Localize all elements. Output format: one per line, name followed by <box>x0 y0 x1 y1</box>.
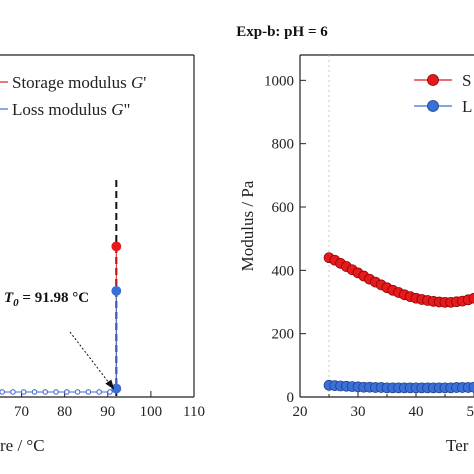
left-data-point-loss <box>107 389 113 395</box>
right-chart-panel: Exp-b: pH = 6 0 200 400 600 800 1000 20 30 40 50… <box>236 24 474 455</box>
left-legend: Storage modulus G' Loss modulus G" <box>0 73 146 119</box>
right-x-ticks: 20 30 40 50 <box>293 391 474 420</box>
left-data-points <box>0 241 122 395</box>
left-data-point-loss <box>111 285 122 296</box>
left-data-point-loss <box>111 383 122 394</box>
left-x-tick-label: 90 <box>100 404 115 420</box>
annotation-arrow <box>69 331 111 385</box>
right-x-tick-label: 30 <box>351 404 366 420</box>
left-data-point-loss <box>21 389 27 395</box>
left-data-point-loss <box>96 389 102 395</box>
left-chart-panel: 70 80 90 100 110 T0 = 91.98 °C Storage modul… <box>0 54 205 455</box>
left-x-tick-label: 100 <box>140 404 163 420</box>
right-y-tick-label: 800 <box>272 137 295 153</box>
left-data-point-loss <box>74 389 81 395</box>
left-x-axis-label: re / °C <box>0 436 45 455</box>
annotation-t0: T0 = 91.98 °C <box>4 290 89 309</box>
left-x-tick-label: 110 <box>183 404 205 420</box>
legend-loss-label: Loss modulus G" <box>12 100 130 119</box>
right-x-axis-label: Ter <box>446 436 469 455</box>
left-x-tick-label: 70 <box>14 404 29 420</box>
left-data-point-loss <box>31 389 38 395</box>
left-x-tick-label: 80 <box>57 404 72 420</box>
left-data-point-loss <box>42 389 48 395</box>
right-y-tick-label: 200 <box>272 327 295 343</box>
right-y-ticks: 0 200 400 600 800 1000 <box>264 73 306 406</box>
legend-storage-label: Storage modulus G' <box>12 73 146 92</box>
right-legend: S L <box>414 71 472 116</box>
annotation-arrowhead <box>105 379 115 390</box>
left-series-line-1 <box>2 290 117 393</box>
right-x-tick-label: 50 <box>467 404 474 420</box>
right-legend-storage-marker <box>427 74 439 86</box>
right-legend-loss-marker <box>427 100 439 112</box>
left-x-ticks: 70 80 90 100 110 <box>14 391 205 420</box>
right-y-tick-label: 0 <box>287 390 295 406</box>
left-data-point-loss <box>64 389 70 395</box>
right-y-axis-label: Modulus / Pa <box>238 180 257 271</box>
left-data-point-storage <box>111 241 122 252</box>
left-data-point-loss <box>53 389 59 395</box>
right-chart-title: Exp-b: pH = 6 <box>236 24 328 40</box>
right-y-tick-label: 1000 <box>264 73 294 89</box>
left-data-point-loss <box>85 389 92 395</box>
left-data-point-loss <box>0 389 5 395</box>
right-legend-storage-label: S <box>462 71 471 90</box>
right-data-points <box>323 252 474 394</box>
left-data-point-loss <box>10 389 16 395</box>
right-y-tick-label: 600 <box>272 200 295 216</box>
right-data-point-loss <box>468 381 474 393</box>
right-x-tick-label: 40 <box>409 404 424 420</box>
right-y-tick-label: 400 <box>272 263 295 279</box>
right-data-point-storage <box>468 292 474 304</box>
right-legend-loss-label: L <box>462 97 472 116</box>
right-x-tick-label: 20 <box>293 404 308 420</box>
